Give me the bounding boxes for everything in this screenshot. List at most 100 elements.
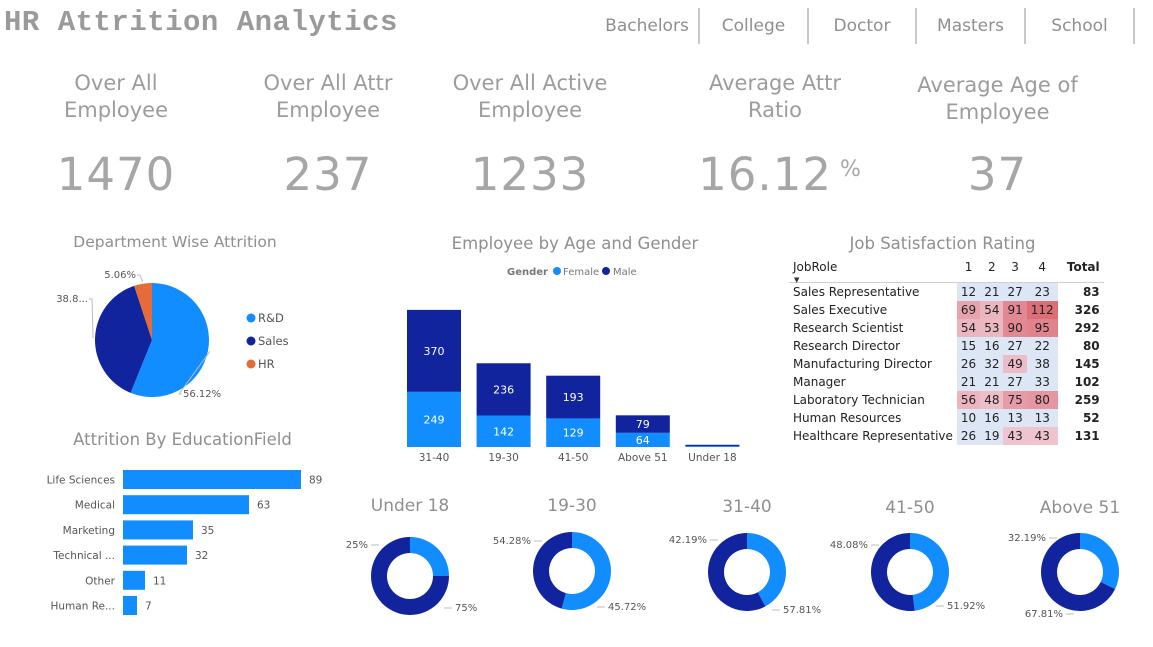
bar-label-female: 142 — [493, 425, 514, 438]
edu-bar — [123, 570, 145, 590]
matrix-header-cell[interactable]: 3 — [1011, 260, 1019, 274]
slicer-masters[interactable]: Masters — [917, 8, 1026, 44]
matrix-header-cell[interactable]: Total — [1066, 260, 1100, 274]
y-tick-label: Life Sciences — [47, 475, 115, 487]
education-chart-title: Attrition By EducationField — [73, 430, 292, 449]
legend-label: HR — [258, 357, 275, 371]
donut-chart-under-18[interactable]: 25% 75% — [310, 518, 510, 638]
y-tick-label: Human Re... — [50, 601, 115, 613]
matrix-value-cell: 19 — [980, 427, 1004, 445]
bar-label-female: 249 — [424, 413, 445, 426]
donut-slice — [708, 533, 766, 611]
pie-leader-line — [178, 350, 211, 395]
matrix-row[interactable]: Human Resources 10 16 13 13 52 — [789, 409, 1104, 427]
matrix-value-cell: 80 — [1026, 391, 1058, 409]
matrix-value-cell: 13 — [1026, 409, 1058, 427]
bar-label-male: 236 — [493, 383, 514, 396]
matrix-value-cell: 15 — [956, 337, 981, 355]
matrix-value-cell: 53 — [980, 319, 1004, 337]
y-tick-label: Other — [85, 575, 115, 587]
donut-chart-41-50[interactable]: 48.08% 51.92% — [810, 514, 1010, 634]
donut-chart-above-51[interactable]: 32.19% 67.81% — [980, 514, 1153, 634]
matrix-value-cell: 26 — [956, 355, 981, 373]
age-gender-bar-chart[interactable]: Gender Female Male 249 370 31-40 142 236 19-30 12… — [400, 258, 760, 468]
matrix-value-cell: 43 — [1003, 427, 1027, 445]
kpi-attr-employee-label: Over All Attr Employee — [263, 71, 393, 122]
bar-label-male: 79 — [636, 418, 650, 431]
donut-slice — [371, 537, 449, 615]
matrix-value-cell: 69 — [956, 301, 981, 319]
matrix-total-cell: 145 — [1074, 357, 1100, 371]
matrix-value-cell: 33 — [1026, 373, 1058, 391]
slicer-college[interactable]: College — [700, 8, 809, 44]
age-gender-chart-title: Employee by Age and Gender — [451, 234, 699, 253]
x-tick-label: 31-40 — [419, 452, 450, 464]
bar-label-female: 129 — [563, 427, 584, 440]
matrix-value-cell: 22 — [1026, 337, 1058, 355]
job-satisfaction-matrix[interactable]: JobRole 1 2 3 4 Total Sales Representative 12 21… — [789, 257, 1104, 445]
department-pie-chart[interactable]: 56.12% 38.8... 5.06% R&D Sales HR — [40, 258, 340, 418]
matrix-header-cell[interactable]: 1 — [964, 260, 973, 274]
matrix-role-cell: Research Scientist — [793, 321, 904, 335]
matrix-role-cell: Manager — [793, 375, 846, 389]
bar-female — [407, 391, 461, 447]
matrix-role-cell: Sales Representative — [789, 282, 957, 301]
matrix-header-cell[interactable]: 4 — [1038, 260, 1047, 274]
matrix-total-cell: 80 — [1082, 339, 1100, 353]
matrix-row[interactable]: Manager 21 21 27 33 102 — [789, 373, 1104, 391]
matrix-row[interactable]: Manufacturing Director 26 32 49 38 145 — [789, 355, 1104, 373]
bar-value-label: 11 — [153, 575, 166, 587]
slicer-bachelors[interactable]: Bachelors — [596, 8, 700, 44]
slicer-doctor[interactable]: Doctor — [809, 8, 917, 44]
matrix-row[interactable]: Research Director 15 16 27 22 80 — [789, 337, 1104, 355]
department-chart-title: Department Wise Attrition — [73, 233, 277, 251]
matrix-row[interactable]: Research Scientist 54 53 90 95 292 — [789, 319, 1104, 337]
matrix-value-cell: 49 — [1003, 355, 1027, 373]
kpi-active-employee-value: 1233 — [470, 148, 590, 201]
slicer-school[interactable]: School — [1026, 8, 1135, 44]
matrix-value-cell: 91 — [1003, 301, 1027, 319]
donut-title-19-30: 19-30 — [547, 496, 597, 516]
sort-arrow-icon[interactable]: ▼ — [794, 276, 800, 284]
kpi-total-employee-label: Over All Employee — [63, 71, 168, 122]
matrix-value-cell: 16 — [980, 409, 1004, 427]
donut-data-label: 75% — [455, 603, 477, 614]
donut-chart-19-30[interactable]: 54.28% 45.72% — [472, 513, 672, 633]
matrix-row[interactable]: Sales Representative 12 21 27 23 83 — [789, 282, 1104, 301]
matrix-value-cell: 95 — [1026, 319, 1058, 337]
matrix-total-cell: 83 — [1057, 282, 1104, 301]
job-satisfaction-title: Job Satisfaction Rating — [849, 234, 1036, 253]
matrix-role-cell: Laboratory Technician — [793, 393, 925, 407]
donut-slice — [1041, 533, 1116, 611]
legend-marker — [553, 267, 561, 275]
matrix-row[interactable]: Laboratory Technician 56 48 75 80 259 — [789, 391, 1104, 409]
matrix-value-cell: 75 — [1003, 391, 1027, 409]
donut-data-label: 45.72% — [608, 602, 646, 613]
matrix-role-cell: Research Director — [793, 339, 901, 353]
bar-label-female: 64 — [636, 434, 650, 447]
matrix-row[interactable]: Sales Executive 69 54 91 112 326 — [789, 301, 1104, 319]
matrix-total-cell: 259 — [1074, 393, 1100, 407]
bar-value-label: 89 — [309, 475, 322, 487]
matrix-header-cell[interactable]: 2 — [988, 260, 996, 274]
matrix-value-cell: 26 — [956, 427, 981, 445]
donut-slice — [870, 533, 915, 611]
matrix-row[interactable]: Healthcare Representative 26 19 43 43 131 — [789, 427, 1104, 445]
bar-male — [546, 375, 601, 419]
bar-value-label: 63 — [257, 500, 270, 512]
legend-label: Sales — [258, 334, 289, 348]
matrix-value-cell: 13 — [1003, 409, 1027, 427]
education-bar-chart[interactable]: Life Sciences 89 Medical 63 Marketing 35 Techn… — [40, 460, 340, 625]
bar-female — [685, 446, 740, 447]
matrix-header-cell[interactable]: JobRole — [793, 260, 838, 274]
edu-bar — [123, 520, 193, 540]
donut-chart-31-40[interactable]: 42.19% 57.81% — [647, 514, 847, 634]
matrix-total-cell: 326 — [1074, 303, 1100, 317]
pie-slice-rd — [130, 283, 210, 397]
bar-label-male: 370 — [424, 345, 445, 358]
kpi-total-employee-value: 1470 — [56, 148, 176, 201]
kpi-average-age-value: 37 — [967, 148, 1028, 201]
matrix-value-cell: 54 — [980, 301, 1004, 319]
donut-slice — [747, 533, 786, 607]
dashboard-title: HR Attrition Analytics — [4, 6, 398, 39]
